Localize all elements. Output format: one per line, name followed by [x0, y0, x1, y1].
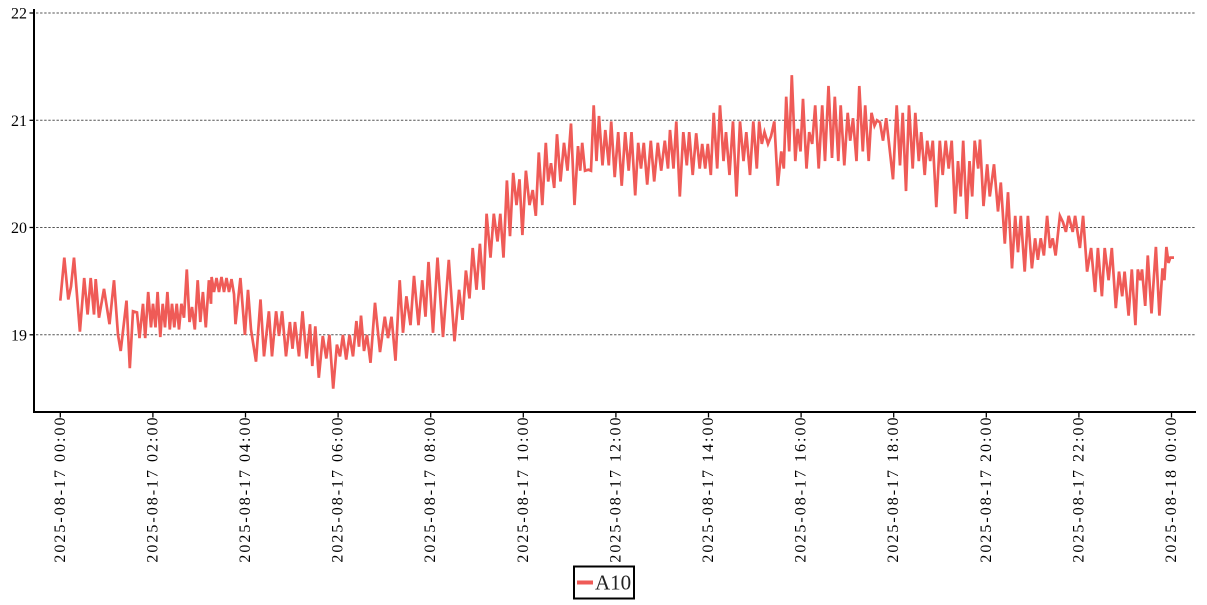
- svg-text:21: 21: [11, 113, 27, 130]
- svg-text:2025-08-17 14:00: 2025-08-17 14:00: [700, 416, 717, 563]
- svg-text:2025-08-17 00:00: 2025-08-17 00:00: [52, 416, 69, 563]
- svg-text:2025-08-18 00:00: 2025-08-18 00:00: [1163, 416, 1180, 563]
- svg-text:2025-08-17 20:00: 2025-08-17 20:00: [978, 416, 995, 563]
- svg-text:22: 22: [11, 6, 27, 23]
- svg-text:A10: A10: [595, 571, 631, 595]
- svg-text:2025-08-17 12:00: 2025-08-17 12:00: [607, 416, 624, 563]
- svg-text:2025-08-17 16:00: 2025-08-17 16:00: [793, 416, 810, 563]
- svg-text:19: 19: [11, 327, 27, 344]
- svg-text:2025-08-17 22:00: 2025-08-17 22:00: [1070, 416, 1087, 563]
- svg-text:2025-08-17 18:00: 2025-08-17 18:00: [885, 416, 902, 563]
- svg-text:2025-08-17 02:00: 2025-08-17 02:00: [144, 416, 161, 563]
- svg-text:2025-08-17 06:00: 2025-08-17 06:00: [330, 416, 347, 563]
- svg-text:2025-08-17 04:00: 2025-08-17 04:00: [237, 416, 254, 563]
- svg-text:2025-08-17 10:00: 2025-08-17 10:00: [515, 416, 532, 563]
- svg-text:20: 20: [11, 220, 27, 237]
- svg-text:2025-08-17 08:00: 2025-08-17 08:00: [422, 416, 439, 563]
